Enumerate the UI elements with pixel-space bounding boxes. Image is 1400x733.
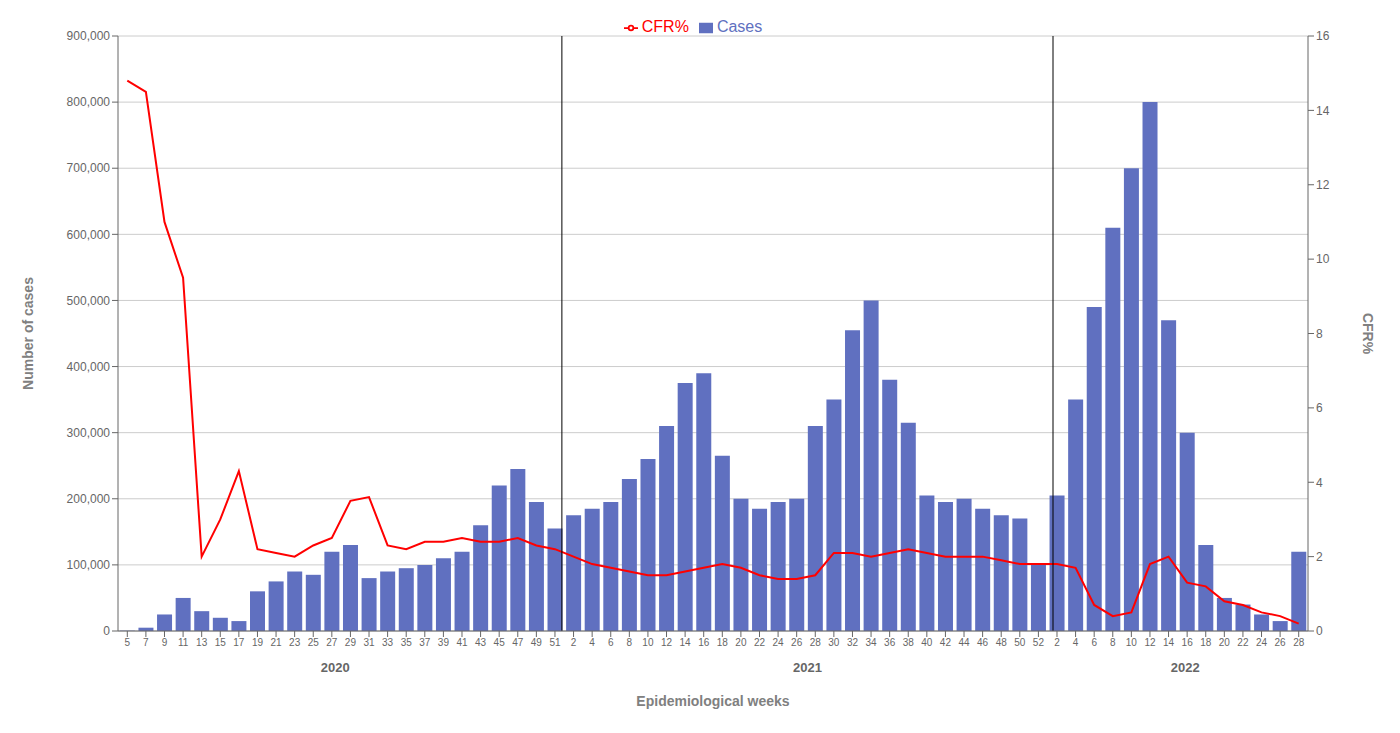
svg-text:26: 26 xyxy=(1275,637,1287,648)
svg-text:2021: 2021 xyxy=(793,660,822,675)
svg-text:4: 4 xyxy=(589,637,595,648)
svg-text:39: 39 xyxy=(438,637,450,648)
svg-text:2022: 2022 xyxy=(1171,660,1200,675)
svg-text:19: 19 xyxy=(252,637,264,648)
svg-text:27: 27 xyxy=(326,637,338,648)
svg-text:16: 16 xyxy=(698,637,710,648)
svg-text:29: 29 xyxy=(345,637,357,648)
svg-text:14: 14 xyxy=(1163,637,1175,648)
svg-text:13: 13 xyxy=(196,637,208,648)
svg-text:600,000: 600,000 xyxy=(67,228,111,242)
svg-text:14: 14 xyxy=(680,637,692,648)
svg-text:28: 28 xyxy=(810,637,822,648)
svg-text:45: 45 xyxy=(494,637,506,648)
svg-text:41: 41 xyxy=(456,637,468,648)
svg-text:4: 4 xyxy=(1073,637,1079,648)
svg-text:40: 40 xyxy=(921,637,933,648)
svg-text:Number of cases: Number of cases xyxy=(20,277,36,390)
svg-text:22: 22 xyxy=(1237,637,1249,648)
svg-text:6: 6 xyxy=(608,637,614,648)
svg-text:49: 49 xyxy=(531,637,543,648)
svg-text:100,000: 100,000 xyxy=(67,558,111,572)
svg-text:15: 15 xyxy=(215,637,227,648)
svg-text:46: 46 xyxy=(977,637,989,648)
html-text:Cases: Cases xyxy=(716,18,763,35)
svg-text:25: 25 xyxy=(308,637,320,648)
svg-text:18: 18 xyxy=(1200,637,1212,648)
svg-text:2: 2 xyxy=(1316,550,1323,564)
svg-text:Epidemiological weeks: Epidemiological weeks xyxy=(636,693,789,709)
svg-text:0: 0 xyxy=(103,624,110,638)
svg-text:24: 24 xyxy=(1256,637,1268,648)
svg-text:47: 47 xyxy=(512,637,524,648)
svg-text:2020: 2020 xyxy=(321,660,350,675)
svg-text:21: 21 xyxy=(270,637,282,648)
svg-text:20: 20 xyxy=(1219,637,1231,648)
svg-text:12: 12 xyxy=(1144,637,1156,648)
svg-text:2: 2 xyxy=(1054,637,1060,648)
svg-text:0: 0 xyxy=(1316,624,1323,638)
svg-text:6: 6 xyxy=(1316,401,1323,415)
svg-text:36: 36 xyxy=(884,637,896,648)
svg-text:31: 31 xyxy=(363,637,375,648)
svg-text:32: 32 xyxy=(847,637,859,648)
svg-text:48: 48 xyxy=(996,637,1008,648)
svg-text:CFR%: CFR% xyxy=(1360,313,1376,355)
svg-text:24: 24 xyxy=(773,637,785,648)
svg-text:34: 34 xyxy=(865,637,877,648)
svg-text:10: 10 xyxy=(642,637,654,648)
svg-text:9: 9 xyxy=(162,637,168,648)
svg-text:6: 6 xyxy=(1091,637,1097,648)
svg-text:900,000: 900,000 xyxy=(67,29,111,43)
svg-text:10: 10 xyxy=(1126,637,1138,648)
svg-text:8: 8 xyxy=(1316,327,1323,341)
svg-text:700,000: 700,000 xyxy=(67,161,111,175)
svg-text:18: 18 xyxy=(717,637,729,648)
svg-text:42: 42 xyxy=(940,637,952,648)
svg-text:7: 7 xyxy=(143,637,149,648)
svg-text:4: 4 xyxy=(1316,476,1323,490)
svg-text:38: 38 xyxy=(903,637,915,648)
svg-text:37: 37 xyxy=(419,637,431,648)
svg-text:800,000: 800,000 xyxy=(67,95,111,109)
svg-text:200,000: 200,000 xyxy=(67,492,111,506)
svg-text:20: 20 xyxy=(735,637,747,648)
svg-text:12: 12 xyxy=(1316,178,1330,192)
svg-text:28: 28 xyxy=(1293,637,1305,648)
svg-text:11: 11 xyxy=(178,637,189,648)
svg-text:400,000: 400,000 xyxy=(67,360,111,374)
svg-text:2: 2 xyxy=(571,637,577,648)
svg-text:5: 5 xyxy=(125,637,131,648)
svg-text:16: 16 xyxy=(1182,637,1194,648)
svg-text:10: 10 xyxy=(1316,252,1330,266)
svg-text:17: 17 xyxy=(233,637,245,648)
svg-text:16: 16 xyxy=(1316,29,1330,43)
svg-text:33: 33 xyxy=(382,637,394,648)
svg-text:50: 50 xyxy=(1014,637,1026,648)
svg-text:23: 23 xyxy=(289,637,301,648)
svg-text:52: 52 xyxy=(1033,637,1045,648)
svg-text:30: 30 xyxy=(828,637,840,648)
svg-text:500,000: 500,000 xyxy=(67,294,111,308)
svg-text:26: 26 xyxy=(791,637,803,648)
html-text:CFR%: CFR% xyxy=(641,18,689,35)
svg-text:8: 8 xyxy=(627,637,633,648)
svg-text:8: 8 xyxy=(1110,637,1116,648)
svg-text:14: 14 xyxy=(1316,104,1330,118)
svg-text:22: 22 xyxy=(754,637,766,648)
svg-text:35: 35 xyxy=(401,637,413,648)
svg-text:51: 51 xyxy=(549,637,561,648)
svg-text:300,000: 300,000 xyxy=(67,426,111,440)
svg-text:43: 43 xyxy=(475,637,487,648)
svg-text:44: 44 xyxy=(958,637,970,648)
svg-text:12: 12 xyxy=(661,637,673,648)
